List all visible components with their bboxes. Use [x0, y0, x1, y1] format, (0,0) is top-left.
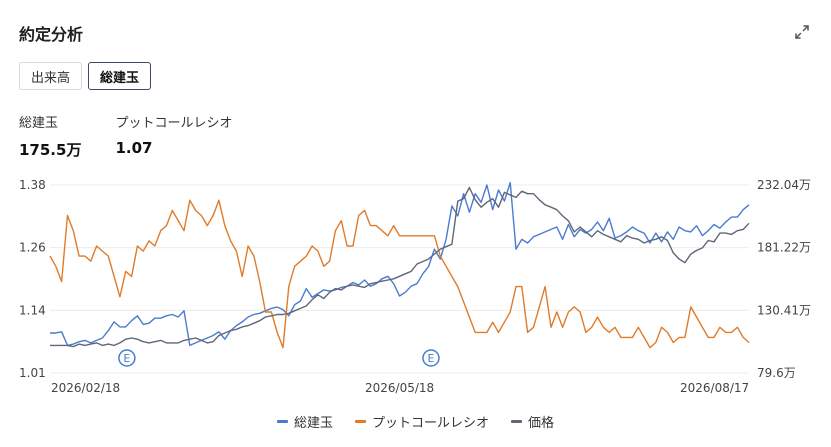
legend-item[interactable]: 総建玉 [276, 412, 333, 431]
series-line-価格 [50, 186, 750, 348]
y-right-tick-label: 79.6万 [757, 366, 796, 380]
chart-legend: 総建玉 プットコールレシオ 価格 [0, 412, 831, 431]
legend-swatch [511, 420, 522, 423]
y-right-tick-label: 130.41万 [757, 303, 811, 317]
y-right-tick-label: 232.04万 [757, 178, 811, 192]
page-title: 約定分析 [19, 25, 84, 44]
tab-volume[interactable]: 出来高 [19, 62, 83, 90]
stat-value: 1.07 [115, 139, 153, 157]
event-marker [422, 349, 440, 367]
expand-icon[interactable] [793, 23, 811, 41]
stats-panel: 総建玉 175.5万 プットコールレシオ 1.07 [19, 112, 232, 160]
y-left-tick-label: 1.14 [19, 303, 46, 317]
legend-swatch [354, 420, 366, 423]
legend-swatch [276, 420, 288, 423]
legend-item[interactable]: 価格 [511, 412, 554, 431]
event-marker [118, 349, 136, 367]
stat-label: 総建玉 [19, 116, 59, 131]
event-marker-label: E [427, 352, 434, 365]
y-right-tick-label: 181.22万 [757, 241, 811, 255]
stat-label: プットコールレシオ [115, 116, 233, 131]
series-line-プットコールレシオ [49, 199, 750, 349]
series-line-総建玉 [50, 181, 750, 347]
tab-bar: 出来高 総建玉 [19, 62, 152, 90]
legend-label: 総建玉 [293, 416, 333, 431]
tab-open-interest[interactable]: 総建玉 [88, 62, 152, 90]
y-left-tick-label: 1.01 [19, 366, 46, 380]
x-tick-label: 2026/05/18 [365, 381, 434, 395]
y-left-tick-label: 1.38 [19, 178, 46, 192]
stat-value: 175.5万 [19, 141, 82, 159]
stat-open-interest: 総建玉 175.5万 [19, 112, 81, 160]
line-chart: 1.38 232.04万 1.26 181.22万 1.14 130.41万 1.01 79.… [19, 178, 811, 395]
legend-label: 価格 [528, 416, 555, 431]
stat-put-call-ratio: プットコールレシオ 1.07 [115, 112, 232, 160]
legend-item[interactable]: プットコールレシオ [354, 412, 489, 431]
y-left-tick-label: 1.26 [19, 241, 46, 255]
legend-label: プットコールレシオ [371, 416, 489, 431]
x-tick-label: 2026/02/18 [51, 381, 120, 395]
x-tick-label: 2026/08/17 [680, 381, 749, 395]
event-marker-label: E [123, 352, 130, 365]
